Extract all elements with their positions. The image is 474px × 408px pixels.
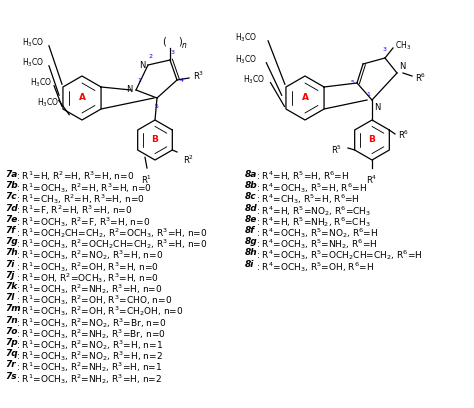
Text: H$_3$CO: H$_3$CO <box>22 37 44 49</box>
Text: : R$^1$=OCH$_3$, R$^2$=F, R$^3$=H, n=0: : R$^1$=OCH$_3$, R$^2$=F, R$^3$=H, n=0 <box>16 215 150 229</box>
Text: : R$^1$=OCH$_3$, R$^2$=NH$_2$, R$^3$=H, n=1: : R$^1$=OCH$_3$, R$^2$=NH$_2$, R$^3$=H, … <box>16 360 163 374</box>
Text: 7s: 7s <box>5 372 17 381</box>
Text: H$_3$CO: H$_3$CO <box>37 97 59 109</box>
Text: : R$^1$=F, R$^2$=H, R$^3$=H, n=0: : R$^1$=F, R$^2$=H, R$^3$=H, n=0 <box>16 204 133 217</box>
Text: : R$^4$=OCH$_3$, R$^5$=H, R$^6$=H: : R$^4$=OCH$_3$, R$^5$=H, R$^6$=H <box>256 181 367 195</box>
Text: : R$^4$=H, R$^5$=H, R$^6$=H: : R$^4$=H, R$^5$=H, R$^6$=H <box>256 170 349 184</box>
Text: 7r: 7r <box>5 360 16 369</box>
Text: 8f: 8f <box>245 226 255 235</box>
Text: 7q: 7q <box>5 349 18 358</box>
Text: H$_3$CO: H$_3$CO <box>30 77 52 89</box>
Text: 8e: 8e <box>245 215 257 224</box>
Text: A: A <box>301 93 309 102</box>
Text: R$^6$: R$^6$ <box>398 129 409 141</box>
Text: : R$^1$=OCH$_3$, R$^2$=NH$_2$, R$^3$=H, n=0: : R$^1$=OCH$_3$, R$^2$=NH$_2$, R$^3$=H, … <box>16 282 163 296</box>
Text: 1: 1 <box>137 78 141 83</box>
Text: : R$^1$=OCH$_3$, R$^2$=NH$_2$, R$^3$=Br, n=0: : R$^1$=OCH$_3$, R$^2$=NH$_2$, R$^3$=Br,… <box>16 327 166 341</box>
Text: : R$^1$=OH, R$^2$=OCH$_3$, R$^3$=H, n=0: : R$^1$=OH, R$^2$=OCH$_3$, R$^3$=H, n=0 <box>16 271 159 285</box>
Text: : R$^1$=OCH$_3$, R$^2$=OH, R$^3$=H, n=0: : R$^1$=OCH$_3$, R$^2$=OH, R$^3$=H, n=0 <box>16 259 159 273</box>
Text: : R$^1$=H, R$^2$=H, R$^3$=H, n=0: : R$^1$=H, R$^2$=H, R$^3$=H, n=0 <box>16 170 134 184</box>
Text: : R$^4$=CH$_3$, R$^5$=H, R$^6$=H: : R$^4$=CH$_3$, R$^5$=H, R$^6$=H <box>256 193 360 206</box>
Text: A: A <box>79 93 85 102</box>
Text: : R$^1$=OCH$_3$, R$^2$=NO$_2$, R$^3$=H, n=1: : R$^1$=OCH$_3$, R$^2$=NO$_2$, R$^3$=H, … <box>16 338 163 352</box>
Text: 7h: 7h <box>5 248 18 257</box>
Text: 8a: 8a <box>245 170 257 179</box>
Text: : R$^4$=OCH$_3$, R$^5$=NO$_2$, R$^6$=H: : R$^4$=OCH$_3$, R$^5$=NO$_2$, R$^6$=H <box>256 226 378 240</box>
Text: B: B <box>369 135 375 144</box>
Text: n: n <box>182 40 187 49</box>
Text: : R$^1$=OCH$_3$, R$^2$=H, R$^3$=H, n=0: : R$^1$=OCH$_3$, R$^2$=H, R$^3$=H, n=0 <box>16 181 152 195</box>
Text: 7i: 7i <box>5 259 14 268</box>
Text: 8c: 8c <box>245 193 256 202</box>
Text: H$_3$CO: H$_3$CO <box>235 32 257 44</box>
Text: N: N <box>399 62 405 71</box>
Text: : R$^4$=H, R$^5$=NH$_2$, R$^6$=CH$_3$: : R$^4$=H, R$^5$=NH$_2$, R$^6$=CH$_3$ <box>256 215 371 229</box>
Text: 7g: 7g <box>5 237 18 246</box>
Text: 7c: 7c <box>5 193 17 202</box>
Text: R$^3$: R$^3$ <box>193 70 204 82</box>
Text: 3: 3 <box>171 50 175 55</box>
Text: : R$^1$=OCH$_3$, R$^2$=NO$_2$, R$^3$=H, n=2: : R$^1$=OCH$_3$, R$^2$=NO$_2$, R$^3$=H, … <box>16 349 163 363</box>
Text: R$^2$: R$^2$ <box>183 154 194 166</box>
Text: : R$^4$=H, R$^5$=NO$_2$, R$^6$=CH$_3$: : R$^4$=H, R$^5$=NO$_2$, R$^6$=CH$_3$ <box>256 204 371 217</box>
Text: (: ( <box>162 37 166 47</box>
Text: 7l: 7l <box>5 293 14 302</box>
Text: 7k: 7k <box>5 282 17 291</box>
Text: N: N <box>374 103 380 112</box>
Text: 7f: 7f <box>5 226 15 235</box>
Text: 2: 2 <box>149 54 153 59</box>
Text: N: N <box>140 60 146 69</box>
Text: : R$^1$=OCH$_3$, R$^2$=OCH$_2$CH=CH$_2$, R$^3$=H, n=0: : R$^1$=OCH$_3$, R$^2$=OCH$_2$CH=CH$_2$,… <box>16 237 208 251</box>
Text: 8g: 8g <box>245 237 258 246</box>
Text: 8i: 8i <box>245 259 255 268</box>
Text: : R$^1$=OCH$_3$, R$^2$=NH$_2$, R$^3$=H, n=2: : R$^1$=OCH$_3$, R$^2$=NH$_2$, R$^3$=H, … <box>16 372 162 386</box>
Text: : R$^4$=OCH$_3$, R$^5$=OH, R$^6$=H: : R$^4$=OCH$_3$, R$^5$=OH, R$^6$=H <box>256 259 374 273</box>
Text: 7e: 7e <box>5 215 18 224</box>
Text: 7d: 7d <box>5 204 18 213</box>
Text: : R$^1$=OCH$_3$, R$^2$=OH, R$^3$=CHO, n=0: : R$^1$=OCH$_3$, R$^2$=OH, R$^3$=CHO, n=… <box>16 293 173 307</box>
Text: 5: 5 <box>350 80 354 86</box>
Text: 7n: 7n <box>5 316 18 325</box>
Text: R$^6$: R$^6$ <box>415 72 426 84</box>
Text: : R$^4$=OCH$_3$, R$^5$=NH$_2$, R$^6$=H: : R$^4$=OCH$_3$, R$^5$=NH$_2$, R$^6$=H <box>256 237 378 251</box>
Text: 8b: 8b <box>245 181 258 190</box>
Text: 1: 1 <box>366 92 370 97</box>
Text: : R$^1$=OCH$_3$, R$^2$=NO$_2$, R$^3$=Br, n=0: : R$^1$=OCH$_3$, R$^2$=NO$_2$, R$^3$=Br,… <box>16 316 166 330</box>
Text: H$_3$CO: H$_3$CO <box>235 54 257 66</box>
Text: 7a: 7a <box>5 170 18 179</box>
Text: CH$_3$: CH$_3$ <box>395 40 411 52</box>
Text: 8d: 8d <box>245 204 258 213</box>
Text: : R$^4$=OCH$_3$, R$^5$=OCH$_2$CH=CH$_2$, R$^6$=H: : R$^4$=OCH$_3$, R$^5$=OCH$_2$CH=CH$_2$,… <box>256 248 422 262</box>
Text: B: B <box>152 135 158 144</box>
Text: 7b: 7b <box>5 181 18 190</box>
Text: H$_3$CO: H$_3$CO <box>22 57 44 69</box>
Text: 5: 5 <box>155 104 159 109</box>
Text: R$^1$: R$^1$ <box>141 174 153 186</box>
Text: : R$^1$=OCH$_3$, R$^2$=OH, R$^3$=CH$_2$OH, n=0: : R$^1$=OCH$_3$, R$^2$=OH, R$^3$=CH$_2$O… <box>16 304 183 318</box>
Text: R$^4$: R$^4$ <box>366 174 378 186</box>
Text: R$^5$: R$^5$ <box>331 144 342 156</box>
Text: 7m: 7m <box>5 304 21 313</box>
Text: 3: 3 <box>383 47 387 52</box>
Text: : R$^1$=OCH$_3$, R$^2$=NO$_2$, R$^3$=H, n=0: : R$^1$=OCH$_3$, R$^2$=NO$_2$, R$^3$=H, … <box>16 248 163 262</box>
Text: 7j: 7j <box>5 271 14 280</box>
Text: 7o: 7o <box>5 327 18 336</box>
Text: : R$^1$=CH$_3$, R$^2$=H, R$^3$=H, n=0: : R$^1$=CH$_3$, R$^2$=H, R$^3$=H, n=0 <box>16 193 145 206</box>
Text: N: N <box>127 84 133 93</box>
Text: 8h: 8h <box>245 248 258 257</box>
Text: 7p: 7p <box>5 338 18 347</box>
Text: ): ) <box>178 37 182 47</box>
Text: : R$^1$=OCH$_2$CH=CH$_2$, R$^2$=OCH$_3$, R$^3$=H, n=0: : R$^1$=OCH$_2$CH=CH$_2$, R$^2$=OCH$_3$,… <box>16 226 208 240</box>
Text: H$_3$CO: H$_3$CO <box>243 74 265 86</box>
Text: 4: 4 <box>180 78 184 82</box>
